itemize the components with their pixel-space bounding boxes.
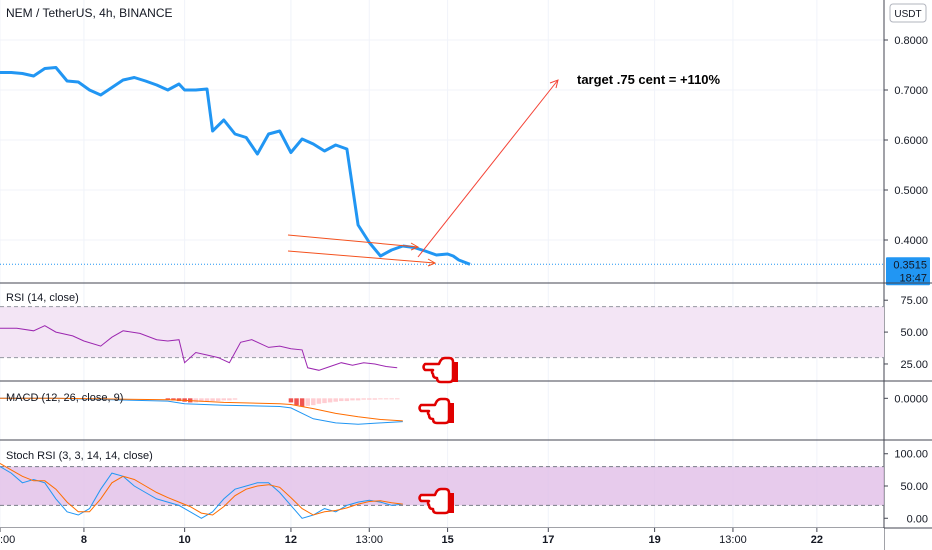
target-arrow-line[interactable] — [417, 79, 559, 258]
macd-histogram-bar — [339, 398, 344, 402]
pointing-hand-icon — [418, 487, 454, 515]
time-tick-label: 13:00 — [719, 534, 747, 546]
time-axis[interactable]: :00 8 10 12 13:00 15 17 19 13:00 22 — [0, 528, 884, 550]
target-arrowhead — [549, 79, 559, 89]
rsi-title: RSI (14, close) — [6, 292, 79, 304]
stoch-k-line[interactable] — [0, 466, 403, 519]
macd-histogram-bar — [378, 398, 383, 400]
currency-button[interactable]: USDT — [889, 3, 927, 23]
macd-histogram-bar — [210, 398, 215, 402]
bar-countdown: 18:47 — [899, 272, 927, 284]
macd-histogram-bar — [227, 398, 232, 401]
time-tick-label: :00 — [0, 534, 15, 546]
pointing-hand-icon — [418, 397, 454, 425]
stoch-tick-label: 0.00 — [907, 513, 928, 525]
lower-channel-line[interactable] — [287, 250, 436, 264]
chart-canvas[interactable] — [0, 0, 884, 550]
macd-histogram-bar — [361, 398, 366, 400]
macd-histogram-bar — [316, 398, 322, 404]
stoch-tick-label: 50.00 — [900, 481, 928, 493]
macd-tick-label: 0.0000 — [894, 393, 928, 405]
upper-channel-arrowhead — [410, 242, 420, 251]
macd-histogram-bar — [350, 398, 355, 401]
macd-histogram-bar — [344, 398, 350, 402]
rsi-tick-label: 25.00 — [900, 359, 928, 371]
macd-histogram-bar — [355, 398, 361, 401]
macd-histogram-bar — [395, 398, 400, 400]
price-tick-label: 0.8000 — [894, 35, 928, 47]
time-tick-label: 10 — [179, 534, 191, 546]
time-tick-label: 17 — [542, 534, 554, 546]
macd-histogram-bar — [383, 398, 389, 400]
rsi-band — [0, 306, 884, 358]
chart-title: NEM / TetherUS, 4h, BINANCE — [6, 6, 173, 20]
time-tick-label: 22 — [811, 534, 823, 546]
macd-histogram-bar — [367, 398, 372, 400]
pointing-hand-icon — [422, 356, 458, 384]
price-tick-label: 0.4000 — [894, 235, 928, 247]
macd-histogram-bar — [288, 398, 294, 403]
macd-histogram-bar — [389, 398, 394, 400]
drawing-tools[interactable] — [287, 79, 559, 267]
macd-histogram-bar — [333, 398, 338, 402]
macd-histogram-bar — [193, 398, 199, 403]
price-pane: 0.4000 0.5000 0.6000 0.7000 0.8000 0.351518:4… — [0, 35, 930, 286]
macd-histogram-bar — [299, 398, 305, 407]
last-price-value: 0.3515 — [893, 259, 927, 271]
macd-histogram-bar — [305, 398, 310, 406]
macd-histogram-bar — [165, 398, 171, 400]
hand-cuff — [449, 493, 454, 513]
hand-cuff — [453, 362, 458, 382]
macd-histogram-bar — [199, 398, 204, 402]
rsi-tick-label: 75.00 — [900, 295, 928, 307]
hand-shape — [418, 397, 451, 425]
macd-histogram-bar — [322, 398, 327, 404]
target-annotation: target .75 cent = +110% — [577, 72, 721, 87]
macd-histogram-bar — [232, 398, 238, 400]
macd-histogram-bar — [372, 398, 378, 400]
stoch-title: Stoch RSI (3, 3, 14, 14, close) — [6, 450, 153, 462]
rsi-line[interactable] — [0, 325, 398, 371]
macd-line[interactable] — [0, 397, 403, 425]
macd-title: MACD (12, 26, close, 9) — [6, 392, 123, 404]
last-price-tag-bg — [886, 257, 930, 286]
macd-histogram-bar — [327, 398, 333, 403]
macd-histogram-bar — [204, 398, 210, 402]
time-tick-label: 8 — [81, 534, 87, 546]
time-tick-label: 19 — [648, 534, 660, 546]
price-tick-label: 0.5000 — [894, 185, 928, 197]
lower-channel-arrowhead — [427, 258, 437, 267]
hand-shape — [422, 356, 455, 384]
stoch-d-line[interactable] — [0, 462, 403, 516]
upper-channel-line[interactable] — [287, 234, 419, 248]
rsi-tick-label: 50.00 — [900, 327, 928, 339]
macd-histogram-bar — [221, 398, 227, 401]
macd-histogram-bar — [215, 398, 221, 402]
stoch-tick-label: 100.00 — [894, 449, 928, 461]
time-tick-label: 13:00 — [356, 534, 384, 546]
currency-label: USDT — [894, 9, 921, 20]
macd-histogram-bar — [311, 398, 316, 406]
macd-histogram-bar — [171, 398, 176, 401]
price-tick-label: 0.7000 — [894, 85, 928, 97]
macd-pane: 0.0000 — [0, 393, 928, 425]
hand-icons — [418, 356, 458, 515]
hand-shape — [418, 487, 451, 515]
hand-cuff — [449, 403, 454, 423]
time-tick-label: 12 — [285, 534, 297, 546]
price-series-line[interactable] — [0, 66, 404, 258]
macd-signal-line[interactable] — [0, 397, 403, 422]
time-axis-bg — [0, 528, 884, 550]
macd-histogram-bar — [294, 398, 299, 406]
price-tick-label: 0.6000 — [894, 135, 928, 147]
time-tick-label: 15 — [441, 534, 453, 546]
